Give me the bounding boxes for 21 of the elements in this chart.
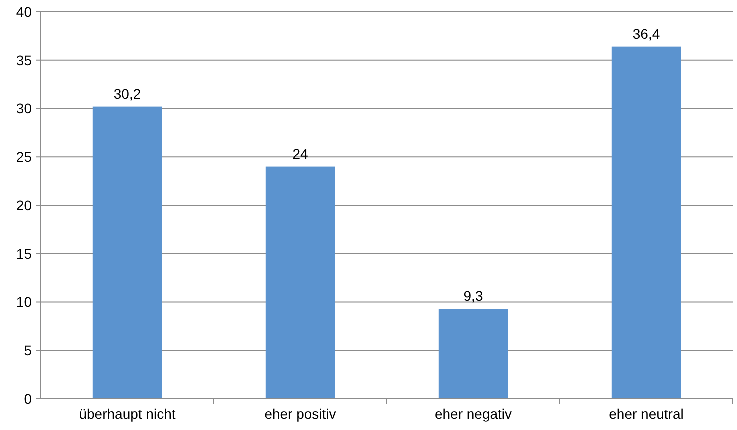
- y-tick-label: 20: [16, 197, 32, 214]
- bar: [266, 166, 336, 399]
- y-tick-label: 5: [24, 342, 32, 359]
- bar: [438, 309, 508, 399]
- x-tick-label: überhaupt nicht: [79, 406, 176, 422]
- y-tick-label: 25: [16, 149, 32, 166]
- data-label: 36,4: [632, 26, 660, 42]
- bar: [92, 106, 162, 399]
- y-tick-label: 15: [16, 246, 32, 262]
- data-label: 24: [292, 146, 308, 162]
- x-tick-label: eher neutral: [609, 406, 684, 422]
- bar: [612, 46, 682, 399]
- y-tick-label: 10: [16, 294, 32, 310]
- y-tick-label: 35: [16, 52, 32, 68]
- y-tick-label: 40: [16, 4, 32, 20]
- x-tick-label: eher negativ: [434, 406, 512, 422]
- data-label: 30,2: [114, 86, 142, 102]
- data-label: 9,3: [464, 288, 484, 304]
- y-tick-label: 30: [16, 100, 32, 117]
- y-tick-label: 0: [24, 390, 32, 407]
- x-tick-label: eher positiv: [264, 406, 336, 422]
